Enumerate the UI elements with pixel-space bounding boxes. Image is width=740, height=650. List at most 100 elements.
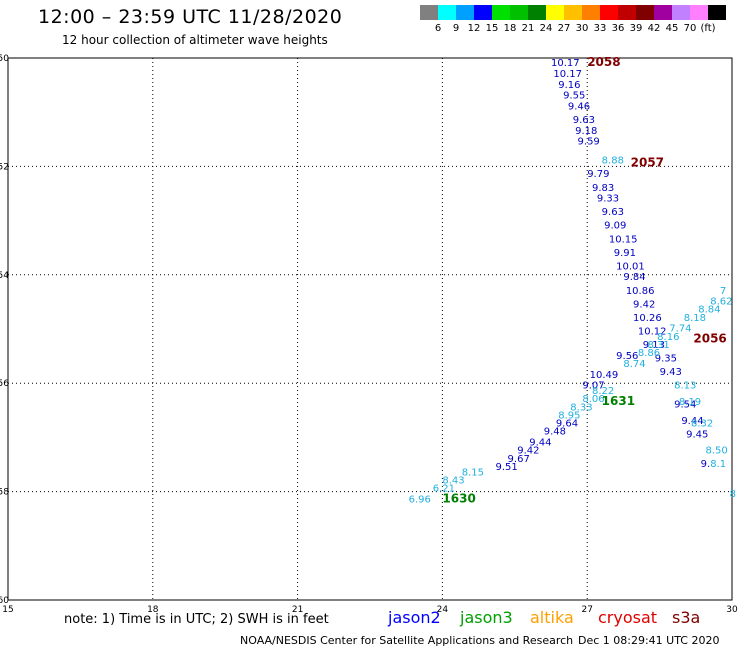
wave-height-value: 8.84 [698,305,720,316]
x-tick-label: 18 [147,605,159,615]
wave-height-value: 9.44 [529,438,551,449]
scale-swatch [492,5,510,20]
map-title: 12:00 – 23:59 UTC 11/28/2020 [38,6,343,28]
wave-height-value: 9.43 [660,367,682,378]
wave-height-value: 9.48 [544,427,566,438]
wave-height-value: 9.46 [568,101,590,112]
pass-number-label: 2056 [693,332,726,346]
wave-height-value: 8.74 [623,359,645,370]
scale-label: 39 [629,23,643,34]
map-frame [7,57,733,601]
wave-height-value: 9.83 [592,183,614,194]
wave-height-value: 8.31 [648,340,670,351]
wave-height-value: 8.06 [582,394,604,405]
footer-timestamp: Dec 1 08:29:41 UTC 2020 [578,634,720,647]
wave-height-value: 8 [730,489,736,500]
pass-number-label: 1631 [602,394,635,408]
scale-label: 30 [575,23,589,34]
pass-number-label: 2057 [631,155,664,169]
wave-height-value: 8.18 [684,313,706,324]
wave-height-value: 9.63 [573,115,595,126]
y-tick-label: -58 [0,488,9,498]
wave-height-value: 9.84 [623,272,645,283]
wave-height-value: 9.64 [556,419,578,430]
wave-height-value: 8.86 [638,348,660,359]
scale-label: 33 [593,23,607,34]
wave-height-value: 6.96 [409,494,431,505]
scale-swatch [708,5,726,20]
scale-swatch [618,5,636,20]
wave-height-value: 9.42 [517,446,539,457]
scale-swatch [564,5,582,20]
scale-swatch [690,5,708,20]
scale-swatch [654,5,672,20]
scale-swatch [420,5,438,20]
scale-label: 21 [521,23,535,34]
wave-height-value: 8.43 [442,475,464,486]
wave-height-value: 8.15 [462,467,484,478]
wave-height-value: 9.55 [563,91,585,102]
satellite-legend-jason3: jason3 [460,608,513,627]
satellite-legend-jason2: jason2 [388,608,441,627]
scale-label: 36 [611,23,625,34]
pass-number-label: 2058 [587,55,620,69]
scale-swatch [528,5,546,20]
scale-label: 45 [665,23,679,34]
wave-height-value: 9.44 [681,416,703,427]
wave-height-value: 8.50 [705,446,727,457]
wave-height-value: 10.17 [551,58,580,69]
scale-swatch [438,5,456,20]
wave-height-value: 9.67 [508,454,530,465]
wave-height-value: 9. [701,459,711,470]
wave-height-value: 8.13 [674,381,696,392]
scale-label: 24 [539,23,553,34]
wave-height-value: 9.79 [587,169,609,180]
x-tick-label: 27 [581,605,592,615]
x-tick-label: 15 [2,605,13,615]
scale-label: 42 [647,23,661,34]
wave-height-value: 10.01 [616,261,645,272]
map-subtitle: 12 hour collection of altimeter wave hei… [62,33,328,47]
y-tick-label: -54 [0,271,9,281]
scale-swatch [600,5,618,20]
satellite-legend-cryosat: cryosat [598,608,658,627]
scale-label: 18 [503,23,517,34]
wave-height-value: 6.21 [433,484,455,495]
wave-height-value: 7.74 [669,324,691,335]
pass-number-label: 1630 [442,491,475,505]
scale-swatch [474,5,492,20]
y-tick-label: -60 [0,596,9,606]
wave-height-value: 9.13 [643,340,665,351]
scale-label: 70 [683,23,697,34]
wave-height-value: 10.12 [638,326,667,337]
wave-height-value: 9.45 [686,429,708,440]
satellite-legend-s3a: s3a [672,608,701,627]
wave-height-value: 9.09 [604,221,626,232]
wave-height-value: 9.56 [616,351,638,362]
scale-swatch [636,5,654,20]
wave-height-value: 9.16 [558,80,580,91]
footer-credit: NOAA/NESDIS Center for Satellite Applica… [240,634,574,647]
wave-height-value: 8.22 [592,386,614,397]
wave-height-value: 9.63 [602,207,624,218]
wave-height-value: 9.35 [655,354,677,365]
scale-swatch [510,5,528,20]
scale-label: 9 [452,23,460,34]
wave-height-value: 8.16 [657,332,679,343]
y-tick-label: -56 [0,379,9,389]
wave-height-value: 8.1 [710,459,726,470]
wave-height-value: 9.91 [614,248,636,259]
scale-label: 6 [434,23,442,34]
wave-height-value: 9.42 [633,299,655,310]
wave-height-value: 9.33 [597,194,619,205]
y-tick-label: -50 [0,54,9,64]
wave-height-value: 8.19 [679,397,701,408]
scale-swatch [672,5,690,20]
x-tick-label: 21 [292,605,303,615]
wave-height-value: 9.59 [578,137,600,148]
wave-height-value: 8.33 [570,402,592,413]
wave-height-value: 9.18 [575,126,597,137]
wave-height-value: 10.17 [553,69,582,80]
wave-height-value: 8.62 [710,297,732,308]
scale-swatch [456,5,474,20]
